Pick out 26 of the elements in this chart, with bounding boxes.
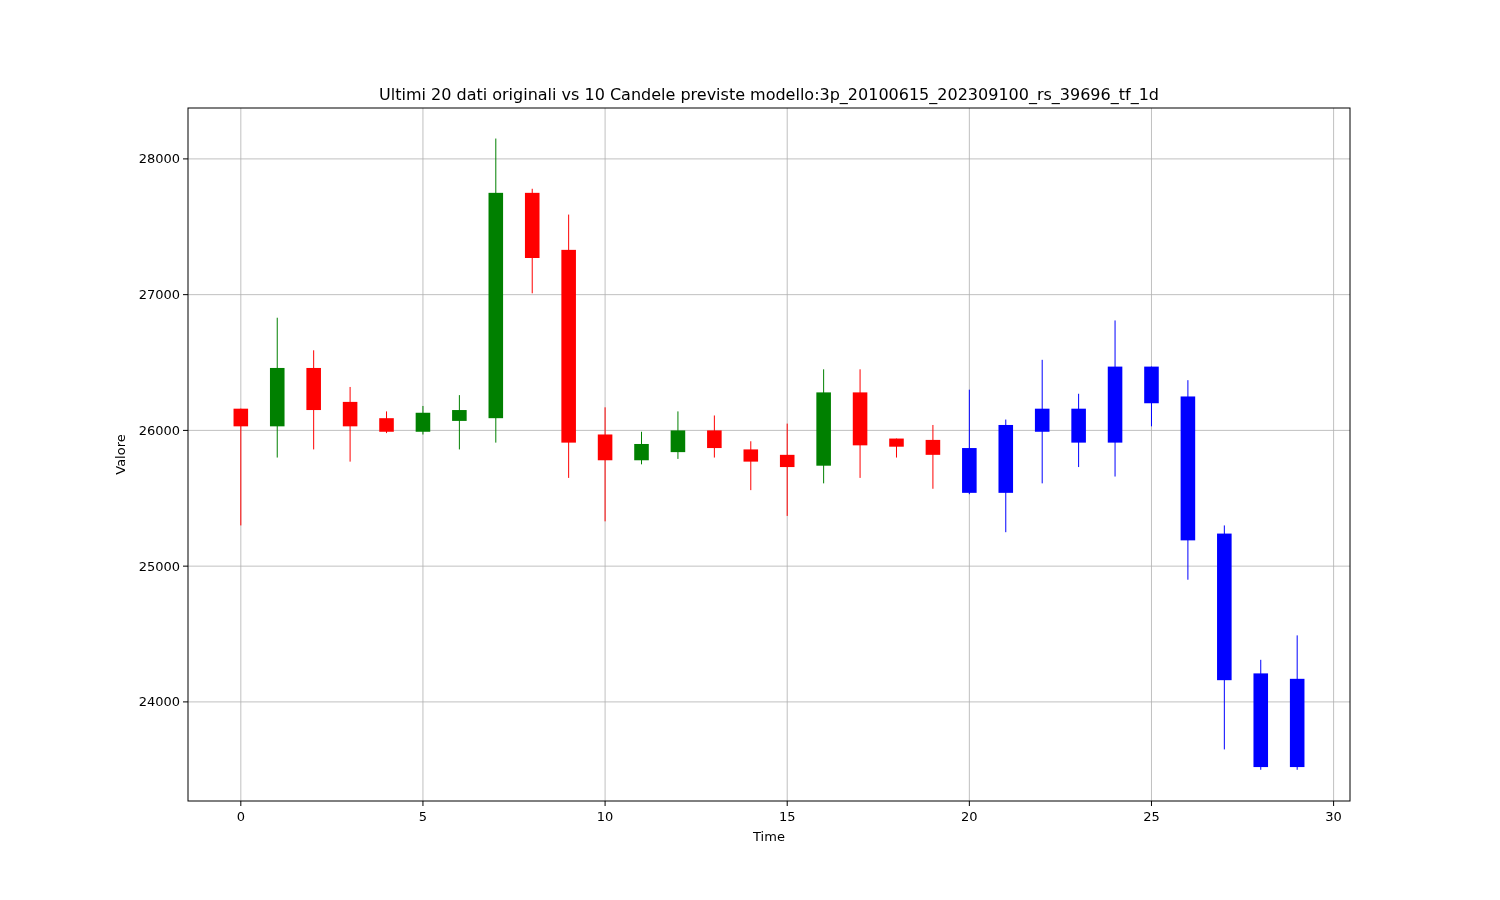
y-tick-label: 27000	[138, 287, 180, 303]
x-tick-label: 5	[418, 809, 428, 824]
x-tick-label: 20	[961, 809, 978, 824]
candlestick	[743, 440, 759, 491]
candlestick	[415, 405, 431, 435]
candlestick	[634, 431, 649, 465]
x-tick-label: 10	[596, 809, 614, 824]
candlestick	[233, 408, 249, 526]
y-tick-label: 26000	[138, 422, 180, 438]
chart-title: Ultimi 20 dati originali vs 10 Candele previste modello:3p_20100615_202309100_rs_39696_tf_1d	[379, 85, 1159, 105]
candlestick	[707, 414, 722, 459]
y-tick-label: 28000	[138, 151, 180, 167]
y-tick-label: 25000	[138, 558, 180, 574]
x-tick-label: 0	[236, 809, 245, 824]
y-axis-title: Valore	[113, 434, 128, 475]
candlestick	[670, 410, 686, 460]
candlestick	[1034, 359, 1050, 484]
candlestick	[779, 423, 795, 517]
x-axis-title: Time	[752, 829, 785, 844]
x-tick-label: 15	[778, 809, 796, 824]
candlestick	[452, 394, 467, 450]
x-tick-label: 30	[1325, 809, 1342, 824]
x-tick-label: 25	[1143, 809, 1160, 824]
candlestick	[379, 410, 394, 434]
y-tick-label: 24000	[138, 694, 180, 710]
candlestick	[925, 424, 941, 490]
